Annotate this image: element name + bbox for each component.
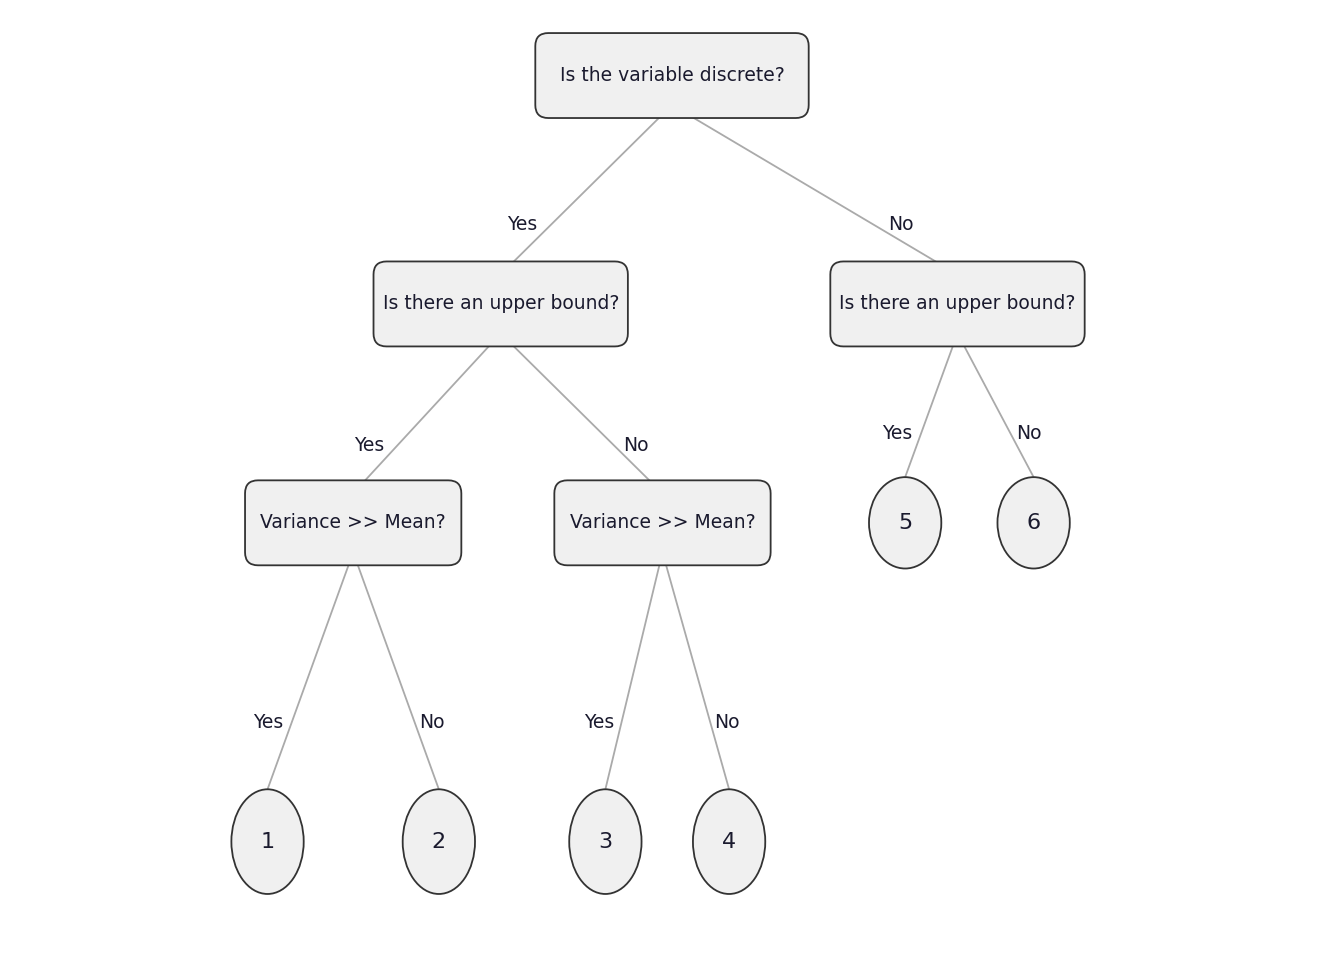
Text: 2: 2: [431, 831, 446, 852]
Ellipse shape: [870, 477, 941, 568]
Ellipse shape: [231, 789, 304, 894]
Ellipse shape: [694, 789, 765, 894]
Text: 4: 4: [722, 831, 737, 852]
Text: Is the variable discrete?: Is the variable discrete?: [559, 66, 785, 85]
Text: No: No: [887, 215, 913, 234]
Ellipse shape: [403, 789, 474, 894]
Text: Variance >> Mean?: Variance >> Mean?: [570, 514, 755, 533]
Text: 3: 3: [598, 831, 613, 852]
Ellipse shape: [997, 477, 1070, 568]
Text: No: No: [1016, 424, 1042, 444]
FancyBboxPatch shape: [245, 480, 461, 565]
FancyBboxPatch shape: [535, 33, 809, 118]
Text: Variance >> Mean?: Variance >> Mean?: [261, 514, 446, 533]
Text: No: No: [419, 713, 445, 732]
Text: Is there an upper bound?: Is there an upper bound?: [839, 295, 1075, 314]
FancyBboxPatch shape: [374, 261, 628, 347]
FancyBboxPatch shape: [831, 261, 1085, 347]
Text: Yes: Yes: [508, 215, 538, 234]
Text: Yes: Yes: [583, 713, 614, 732]
Text: No: No: [624, 436, 649, 455]
Text: Yes: Yes: [253, 713, 284, 732]
FancyBboxPatch shape: [554, 480, 770, 565]
Text: 1: 1: [261, 831, 274, 852]
Text: 6: 6: [1027, 513, 1040, 533]
Ellipse shape: [570, 789, 641, 894]
Text: Yes: Yes: [353, 436, 384, 455]
Text: 5: 5: [898, 513, 913, 533]
Text: No: No: [714, 713, 739, 732]
Text: Is there an upper bound?: Is there an upper bound?: [383, 295, 618, 314]
Text: Yes: Yes: [882, 424, 913, 444]
